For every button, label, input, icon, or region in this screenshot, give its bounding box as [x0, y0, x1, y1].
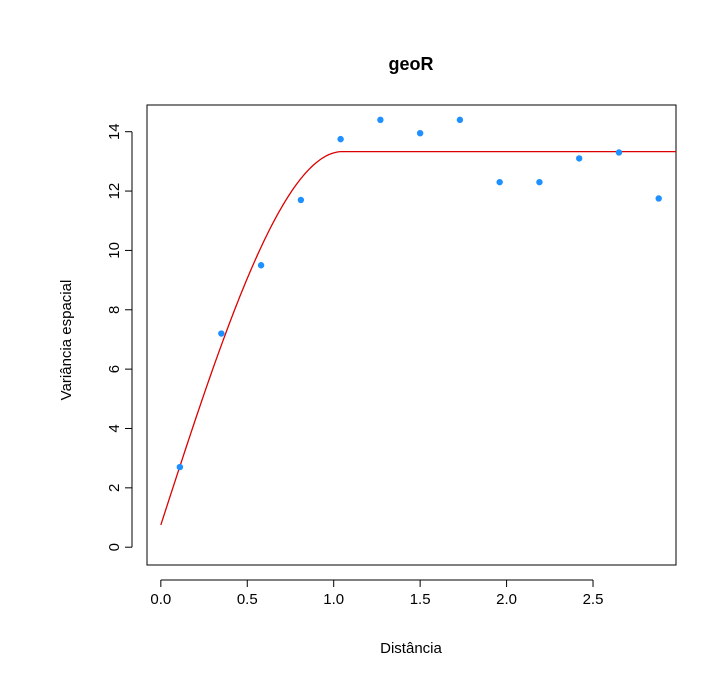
data-point — [377, 116, 384, 124]
y-tick-label: 4 — [106, 424, 123, 432]
y-axis-title: Variância espacial — [58, 280, 75, 401]
y-tick-label: 8 — [106, 306, 123, 314]
y-tick-label: 0 — [106, 543, 123, 551]
y-tick-label: 10 — [106, 242, 123, 259]
data-point — [257, 262, 265, 269]
data-point — [416, 129, 424, 137]
x-axis-title: Distância — [380, 640, 442, 657]
x-tick-label: 0.0 — [150, 591, 171, 608]
chart-title: geoR — [389, 54, 434, 74]
plot-layer: 0.0 0.5 1.0 1.5 2.0 2.5 0 2 4 6 8 10 12 14 — [106, 104, 677, 608]
data-point — [218, 330, 225, 337]
data-point — [496, 178, 503, 186]
data-point — [536, 178, 543, 186]
y-tick-label: 14 — [106, 123, 123, 140]
data-point — [456, 116, 464, 124]
x-tick-label: 2.5 — [583, 591, 604, 608]
x-tick-label: 1.5 — [410, 591, 431, 608]
data-point — [655, 195, 662, 202]
y-tick-label: 2 — [106, 484, 123, 492]
fitted-model-line — [160, 150, 676, 526]
plot-frame — [146, 104, 677, 566]
data-point — [575, 155, 583, 162]
data-point — [297, 196, 305, 204]
data-point — [337, 135, 344, 143]
data-point — [176, 463, 184, 471]
y-tick-label: 12 — [106, 183, 123, 200]
x-tick-label: 2.0 — [496, 591, 517, 608]
data-point — [615, 149, 623, 156]
x-tick-label: 0.5 — [237, 591, 258, 608]
x-tick-label: 1.0 — [323, 591, 344, 608]
y-tick-label: 6 — [106, 365, 123, 373]
